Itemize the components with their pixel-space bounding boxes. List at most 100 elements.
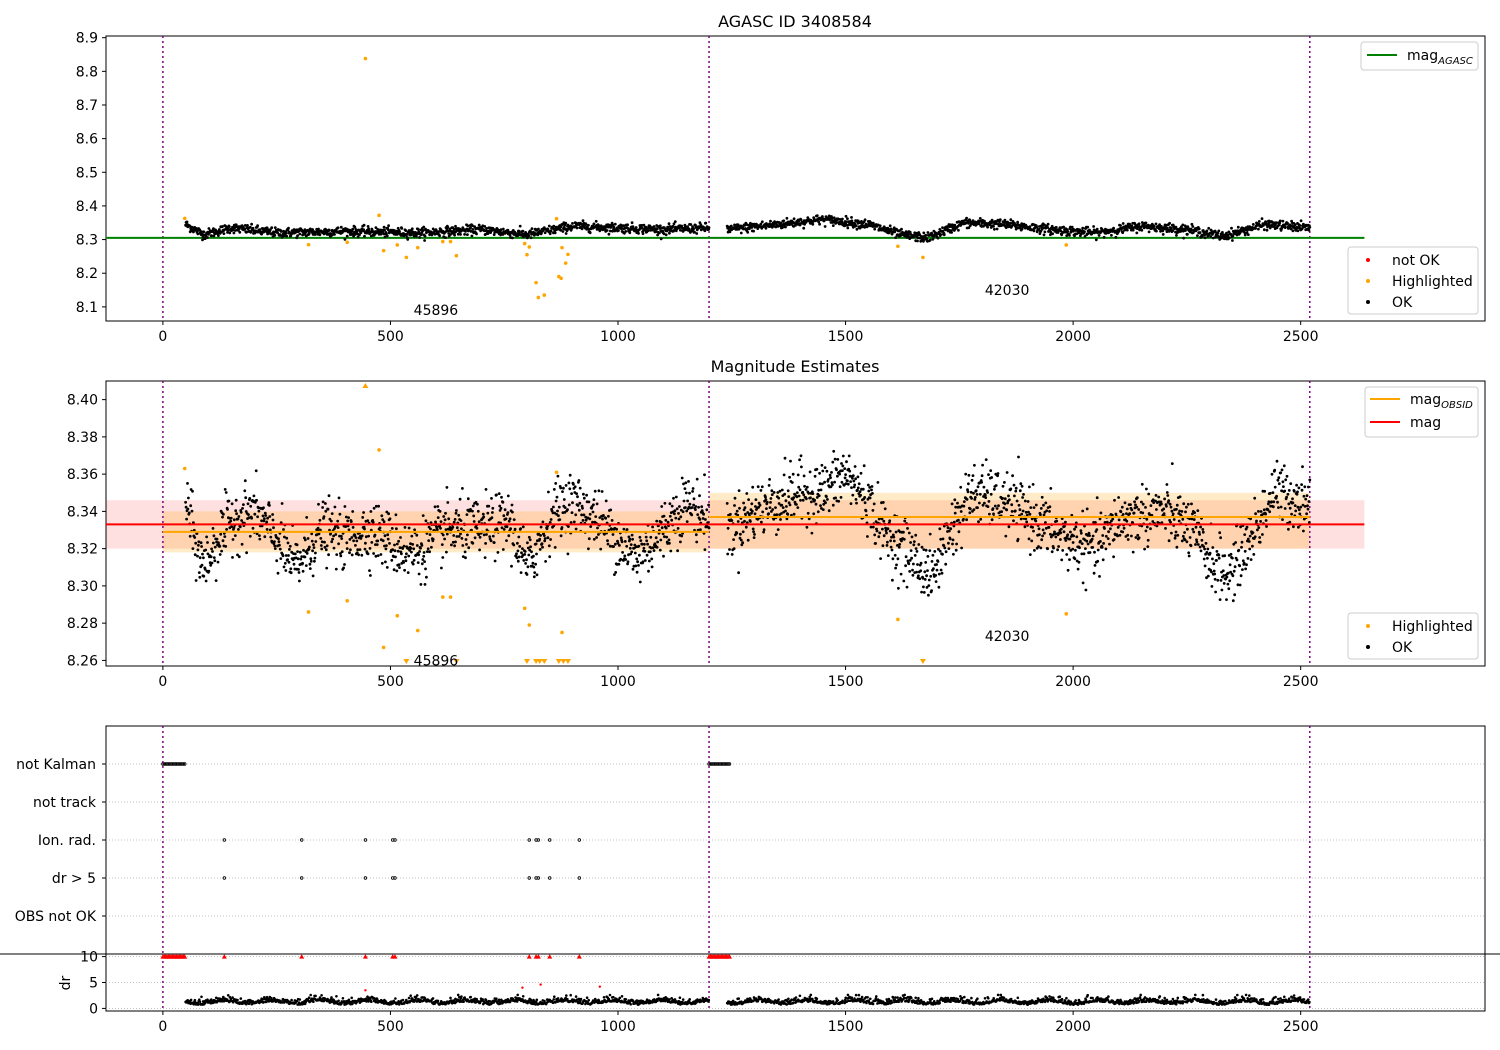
- ok-point: [360, 553, 364, 557]
- ok-point: [207, 227, 211, 230]
- ok-point: [273, 540, 276, 543]
- ok-point: [770, 489, 774, 493]
- ok-point: [1249, 558, 1253, 561]
- ok-point: [446, 226, 450, 229]
- ok-point: [750, 226, 754, 229]
- ok-point: [941, 226, 944, 230]
- ok-point: [1025, 520, 1029, 524]
- ok-point: [607, 232, 611, 236]
- ok-point: [489, 539, 493, 543]
- ok-point: [580, 504, 584, 508]
- ok-point: [542, 534, 546, 537]
- ok-point: [1293, 504, 1297, 507]
- ok-point: [392, 568, 396, 572]
- ok-point: [973, 496, 977, 499]
- ok-point: [818, 222, 821, 226]
- ok-point: [407, 526, 411, 530]
- ok-point: [382, 520, 386, 524]
- ok-point: [369, 510, 373, 513]
- ok-point: [637, 564, 640, 567]
- ok-point: [981, 503, 985, 507]
- ok-point: [311, 549, 314, 553]
- ok-point: [611, 229, 614, 233]
- ok-point: [510, 503, 514, 507]
- ok-point: [207, 569, 211, 573]
- ok-point: [1239, 574, 1243, 578]
- ok-point: [1007, 494, 1010, 498]
- ok-point: [531, 561, 535, 565]
- ok-point: [330, 512, 334, 515]
- ok-point: [588, 231, 592, 235]
- legend-label-main: not OK: [1392, 253, 1440, 269]
- ok-point: [321, 506, 324, 509]
- ok-point: [1161, 233, 1165, 236]
- ok-point: [1077, 560, 1081, 564]
- ok-point: [556, 509, 559, 513]
- legend-label: OK: [1392, 295, 1413, 311]
- ok-point: [752, 536, 756, 539]
- ok-point: [1268, 491, 1272, 495]
- ok-point: [571, 222, 574, 225]
- ok-point: [299, 557, 303, 561]
- ok-point: [521, 229, 525, 233]
- ok-point: [487, 504, 491, 508]
- highlighted-point: [527, 245, 532, 249]
- ok-point: [983, 219, 986, 223]
- ok-point: [688, 491, 691, 495]
- ok-point: [555, 495, 559, 499]
- ok-point: [756, 485, 760, 489]
- ok-point: [776, 491, 780, 494]
- ok-point: [1196, 234, 1199, 238]
- ok-point: [232, 526, 236, 530]
- ok-point: [926, 569, 929, 572]
- ok-point: [855, 227, 859, 231]
- ok-point: [422, 225, 426, 229]
- y-tick-label: 8.5: [76, 165, 98, 181]
- ok-point: [951, 542, 954, 546]
- ok-point: [910, 556, 913, 560]
- ok-point: [1280, 468, 1284, 472]
- ok-point: [247, 516, 251, 520]
- ok-point: [505, 539, 508, 542]
- ok-point: [1092, 571, 1096, 575]
- ok-point: [604, 499, 608, 503]
- ok-point: [362, 223, 366, 227]
- ok-point: [747, 498, 750, 501]
- ok-point: [266, 516, 269, 520]
- ok-point: [467, 546, 471, 550]
- ok-point: [574, 527, 578, 531]
- ok-point: [995, 507, 999, 510]
- ok-point: [1170, 226, 1173, 230]
- ok-point: [1131, 550, 1135, 554]
- ok-point: [971, 474, 975, 477]
- ok-point: [1231, 599, 1235, 603]
- ok-point: [1072, 534, 1075, 538]
- highlighted-point: [448, 239, 453, 244]
- ok-point: [1039, 507, 1043, 510]
- ok-point: [412, 558, 416, 562]
- ok-point: [1042, 503, 1045, 507]
- ok-point: [798, 458, 801, 462]
- highlighted-point: [363, 56, 368, 61]
- x-tick-label: 2500: [1283, 329, 1319, 345]
- ok-point: [471, 504, 475, 508]
- ok-point: [239, 510, 243, 514]
- ok-point: [825, 495, 828, 498]
- ok-point: [1068, 537, 1072, 541]
- ok-point: [601, 517, 604, 521]
- ok-point: [764, 226, 768, 230]
- ok-point: [192, 521, 195, 525]
- ok-point: [894, 566, 897, 570]
- ok-point: [421, 514, 425, 517]
- ok-point: [1131, 228, 1135, 232]
- ok-point: [1277, 476, 1281, 480]
- ok-point: [854, 224, 858, 228]
- ok-point: [289, 571, 293, 575]
- ok-point: [618, 544, 621, 547]
- ok-point: [339, 552, 342, 555]
- ok-point: [527, 553, 531, 557]
- ok-point: [524, 562, 527, 565]
- ok-point: [652, 549, 656, 552]
- ok-point: [262, 506, 265, 510]
- ok-point: [832, 449, 836, 453]
